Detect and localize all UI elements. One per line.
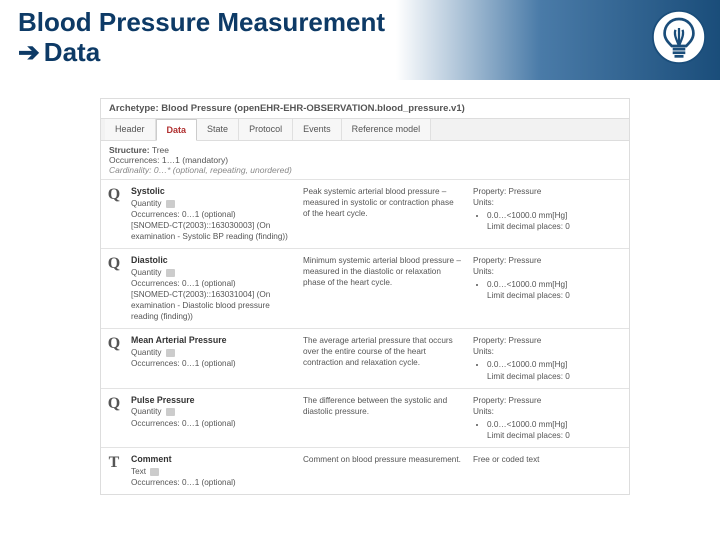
datatype-icon [166, 408, 175, 416]
cardinality-label: Cardinality: [109, 165, 152, 175]
element-meta: Pulse PressureQuantity Occurrences: 0…1 … [127, 393, 297, 443]
type-glyph: T [101, 452, 127, 490]
tab-header[interactable]: Header [105, 119, 156, 140]
table-row: QSystolicQuantity Occurrences: 0…1 (opti… [101, 179, 629, 248]
subtitle-text: Data [44, 37, 100, 68]
datatype-icon [166, 200, 175, 208]
type-glyph: Q [101, 393, 127, 443]
type-glyph: Q [101, 253, 127, 324]
arrow-right-icon: ➔ [18, 37, 40, 68]
element-constraints: Property: PressureUnits:0.0…<1000.0 mm[H… [467, 393, 629, 443]
element-description: Comment on blood pressure measurement. [297, 452, 467, 490]
table-row: QMean Arterial PressureQuantity Occurren… [101, 328, 629, 387]
table-row: QPulse PressureQuantity Occurrences: 0…1… [101, 388, 629, 447]
element-description: The average arterial pressure that occur… [297, 333, 467, 383]
archetype-label: Archetype: Blood Pressure (openEHR-EHR-O… [101, 99, 629, 118]
tab-events[interactable]: Events [293, 119, 342, 140]
type-glyph: Q [101, 333, 127, 383]
datatype-icon [150, 468, 159, 476]
structure-meta: Structure: Tree Occurrences: 1…1 (mandat… [101, 141, 629, 179]
tab-bar: HeaderDataStateProtocolEventsReference m… [101, 118, 629, 141]
element-description: Peak systemic arterial blood pressure – … [297, 184, 467, 244]
occurrences-value: 1…1 (mandatory) [162, 155, 228, 165]
tab-protocol[interactable]: Protocol [239, 119, 293, 140]
element-meta: Mean Arterial PressureQuantity Occurrenc… [127, 333, 297, 383]
element-meta: CommentText Occurrences: 0…1 (optional) [127, 452, 297, 490]
lightbulb-icon [652, 10, 706, 64]
page-title: Blood Pressure Measurement [18, 8, 702, 37]
archetype-panel: Archetype: Blood Pressure (openEHR-EHR-O… [100, 98, 630, 495]
cardinality-value: 0…* (optional, repeating, unordered) [154, 165, 292, 175]
element-constraints: Free or coded text [467, 452, 629, 490]
tab-data[interactable]: Data [156, 119, 198, 141]
element-constraints: Property: PressureUnits:0.0…<1000.0 mm[H… [467, 184, 629, 244]
element-meta: SystolicQuantity Occurrences: 0…1 (optio… [127, 184, 297, 244]
type-glyph: Q [101, 184, 127, 244]
element-description: The difference between the systolic and … [297, 393, 467, 443]
element-meta: DiastolicQuantity Occurrences: 0…1 (opti… [127, 253, 297, 324]
datatype-icon [166, 269, 175, 277]
slide-header: Blood Pressure Measurement ➔ Data [0, 0, 720, 80]
element-description: Minimum systemic arterial blood pressure… [297, 253, 467, 324]
element-constraints: Property: PressureUnits:0.0…<1000.0 mm[H… [467, 333, 629, 383]
tab-reference-model[interactable]: Reference model [342, 119, 432, 140]
tab-state[interactable]: State [197, 119, 239, 140]
structure-label: Structure: [109, 145, 150, 155]
table-row: QDiastolicQuantity Occurrences: 0…1 (opt… [101, 248, 629, 328]
table-row: TCommentText Occurrences: 0…1 (optional)… [101, 447, 629, 494]
page-subtitle: ➔ Data [18, 37, 702, 68]
element-constraints: Property: PressureUnits:0.0…<1000.0 mm[H… [467, 253, 629, 324]
datatype-icon [166, 349, 175, 357]
data-rows: QSystolicQuantity Occurrences: 0…1 (opti… [101, 179, 629, 494]
occurrences-label: Occurrences: [109, 155, 160, 165]
structure-value: Tree [152, 145, 169, 155]
